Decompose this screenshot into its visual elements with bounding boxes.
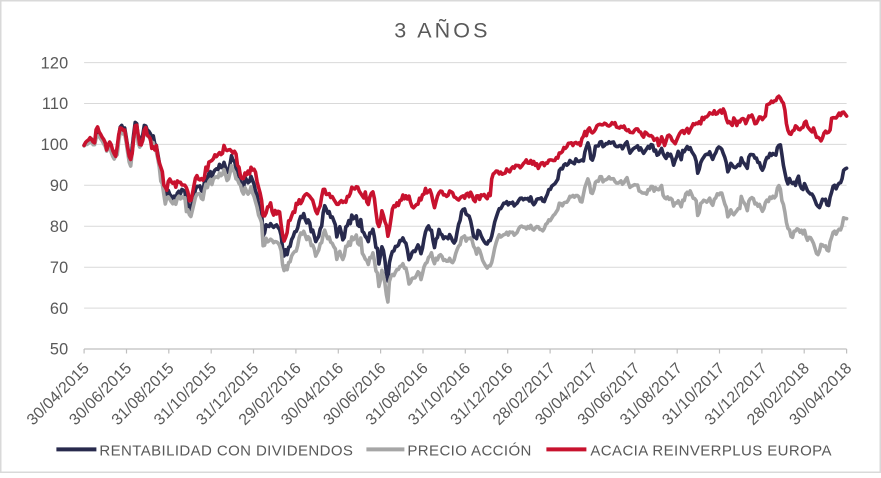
svg-text:60: 60 <box>50 300 69 318</box>
svg-text:3 AÑOS: 3 AÑOS <box>394 17 490 42</box>
svg-text:PRECIO ACCIÓN: PRECIO ACCIÓN <box>407 442 531 459</box>
svg-text:70: 70 <box>50 259 69 277</box>
svg-text:RENTABILIDAD CON DIVIDENDOS: RENTABILIDAD CON DIVIDENDOS <box>99 442 353 459</box>
svg-text:100: 100 <box>41 136 69 154</box>
svg-text:80: 80 <box>50 218 69 236</box>
svg-text:ACACIA REINVERPLUS EUROPA: ACACIA REINVERPLUS EUROPA <box>590 442 831 459</box>
svg-text:90: 90 <box>50 177 69 195</box>
svg-text:120: 120 <box>41 54 69 72</box>
svg-text:110: 110 <box>42 95 69 113</box>
svg-text:50: 50 <box>50 341 69 359</box>
